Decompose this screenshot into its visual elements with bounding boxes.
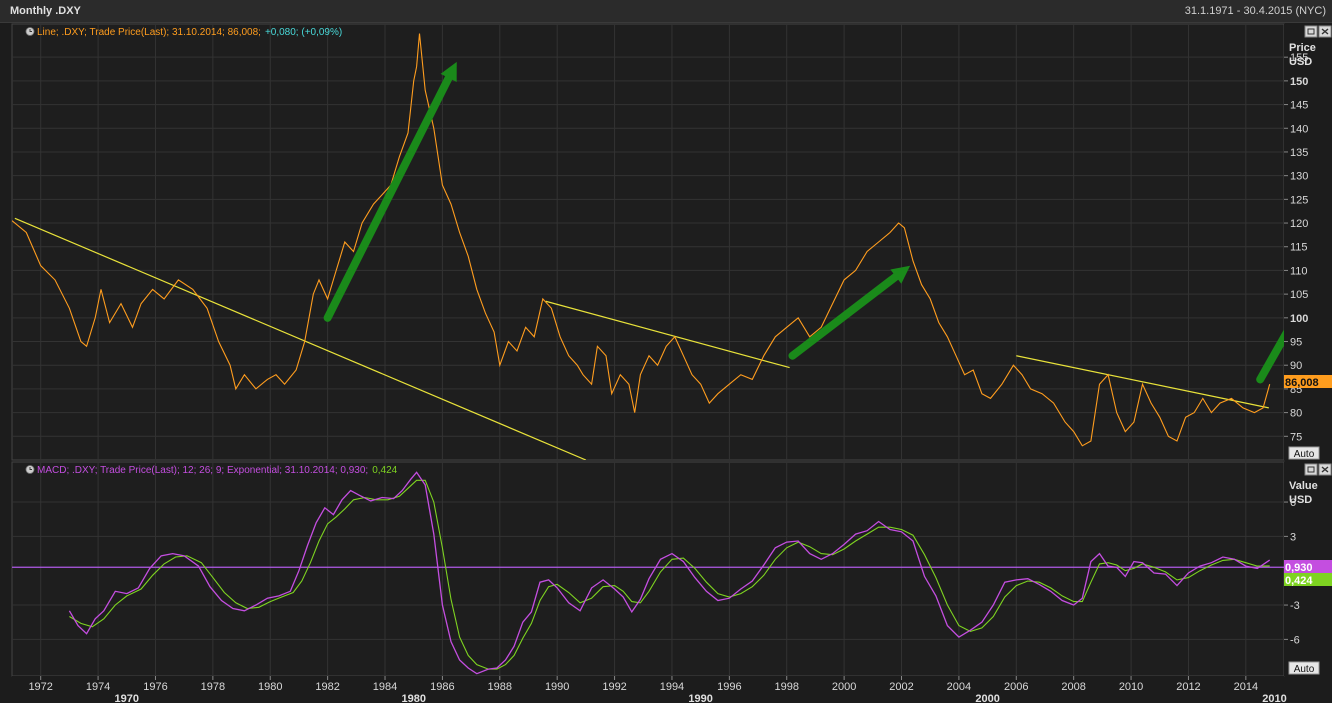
macd-axis-unit: USD bbox=[1289, 494, 1312, 506]
price-y-tick-label: 135 bbox=[1290, 147, 1308, 159]
macd-y-tick-label: -3 bbox=[1290, 600, 1300, 612]
macd-y-tick-label: 3 bbox=[1290, 531, 1296, 543]
date-range: 31.1.1971 - 30.4.2015 (NYC) bbox=[1184, 5, 1326, 17]
x-tick-label: 2002 bbox=[889, 681, 913, 693]
x-tick-label: 1990 bbox=[545, 681, 569, 693]
time-axis-panel[interactable] bbox=[12, 676, 1284, 703]
x-tick-label: 1984 bbox=[373, 681, 397, 693]
x-tick-label: 2000 bbox=[832, 681, 856, 693]
x-tick-label: 1988 bbox=[488, 681, 512, 693]
clock-hand-icon bbox=[29, 467, 32, 470]
trend-line bbox=[545, 300, 790, 369]
x-tick-label: 1972 bbox=[28, 681, 52, 693]
macd-legend-text: MACD; .DXY; Trade Price(Last); 12; 26; 9… bbox=[37, 465, 368, 476]
trend-line bbox=[14, 217, 587, 460]
macd-y-tick-label: 6 bbox=[1290, 497, 1296, 509]
close-icon bbox=[1321, 28, 1329, 35]
restore-icon bbox=[1307, 466, 1315, 473]
price-last-tag: 86,008 bbox=[1284, 375, 1332, 389]
trend-arrow bbox=[1256, 329, 1284, 384]
x-tick-label: 2010 bbox=[1119, 681, 1143, 693]
window-title: Monthly .DXY bbox=[10, 5, 81, 17]
x-group-label: 2000 bbox=[975, 693, 999, 703]
price-y-tick-label: 100 bbox=[1290, 313, 1308, 325]
x-tick-label: 1996 bbox=[717, 681, 741, 693]
price-y-tick-label: 125 bbox=[1290, 194, 1308, 206]
trend-line bbox=[1016, 355, 1269, 409]
macd-y-tick-label: -6 bbox=[1290, 634, 1300, 646]
x-group-label: 1980 bbox=[401, 693, 425, 703]
price-y-tick-label: 80 bbox=[1290, 408, 1302, 420]
price-y-tick-label: 145 bbox=[1290, 100, 1308, 112]
macd-series-line bbox=[68, 471, 1271, 675]
price-y-tick-label: 120 bbox=[1290, 218, 1308, 230]
x-group-label: 1990 bbox=[688, 693, 712, 703]
clock-hand-icon bbox=[29, 29, 32, 32]
price-y-tick-label: 140 bbox=[1290, 123, 1308, 135]
macd-panel[interactable] bbox=[11, 461, 1285, 677]
x-group-label: 1970 bbox=[115, 693, 139, 703]
price-y-tick-label: 75 bbox=[1290, 431, 1302, 443]
x-tick-label: 2012 bbox=[1176, 681, 1200, 693]
macd-axis-title: Value bbox=[1289, 480, 1318, 492]
price-legend-change: +0,080; (+0,09%) bbox=[265, 27, 342, 38]
window-titlebar: Monthly .DXY 31.1.1971 - 30.4.2015 (NYC) bbox=[0, 0, 1332, 23]
x-tick-label: 1976 bbox=[143, 681, 167, 693]
macd-auto-label: Auto bbox=[1294, 664, 1315, 675]
macd-auto-button[interactable]: Auto bbox=[1288, 661, 1320, 675]
signal-series-line bbox=[69, 479, 1270, 670]
x-tick-label: 2006 bbox=[1004, 681, 1028, 693]
price-axis-unit: USD bbox=[1289, 56, 1312, 68]
x-tick-label: 2008 bbox=[1061, 681, 1085, 693]
macd-restore-button[interactable] bbox=[1304, 463, 1318, 476]
trend-arrow bbox=[788, 265, 911, 360]
price-legend-text: Line; .DXY; Trade Price(Last); 31.10.201… bbox=[37, 27, 261, 38]
x-tick-label: 1992 bbox=[602, 681, 626, 693]
x-tick-label: 2014 bbox=[1234, 681, 1258, 693]
price-y-tick-label: 90 bbox=[1290, 360, 1302, 372]
price-restore-button[interactable] bbox=[1304, 25, 1318, 38]
trend-arrow bbox=[323, 61, 457, 322]
price-series-line bbox=[12, 33, 1271, 447]
x-group-label: 2010 bbox=[1262, 693, 1286, 703]
macd-value: 0,930 bbox=[1285, 562, 1313, 574]
x-tick-label: 2004 bbox=[947, 681, 971, 693]
price-y-tick-label: 95 bbox=[1290, 337, 1302, 349]
price-panel[interactable] bbox=[11, 23, 1285, 461]
x-tick-label: 1994 bbox=[660, 681, 684, 693]
macd-close-button[interactable] bbox=[1318, 463, 1332, 476]
macd-legend: MACD; .DXY; Trade Price(Last); 12; 26; 9… bbox=[25, 465, 398, 476]
signal-value: 0,424 bbox=[1285, 575, 1313, 587]
x-tick-label: 1998 bbox=[774, 681, 798, 693]
x-tick-label: 1974 bbox=[86, 681, 110, 693]
macd-value-tag: 0,930 bbox=[1284, 560, 1332, 574]
price-y-tick-label: 150 bbox=[1290, 76, 1308, 88]
restore-icon bbox=[1307, 28, 1315, 35]
svg-text:MACD; .DXY; Trade Price(Last);: MACD; .DXY; Trade Price(Last); 12; 26; 9… bbox=[37, 465, 398, 476]
signal-value-tag: 0,424 bbox=[1284, 573, 1332, 587]
price-axis-title: Price bbox=[1289, 42, 1316, 54]
price-legend: Line; .DXY; Trade Price(Last); 31.10.201… bbox=[25, 27, 342, 38]
price-y-tick-label: 105 bbox=[1290, 289, 1308, 301]
price-y-tick-label: 110 bbox=[1290, 265, 1308, 277]
x-tick-label: 1978 bbox=[201, 681, 225, 693]
x-tick-label: 1980 bbox=[258, 681, 282, 693]
close-icon bbox=[1321, 466, 1329, 473]
x-tick-label: 1982 bbox=[315, 681, 339, 693]
price-y-tick-label: 115 bbox=[1290, 242, 1308, 254]
x-tick-label: 1986 bbox=[430, 681, 454, 693]
price-auto-label: Auto bbox=[1294, 449, 1315, 460]
svg-text:Line; .DXY; Trade Price(Last);: Line; .DXY; Trade Price(Last); 31.10.201… bbox=[37, 27, 342, 38]
price-auto-button[interactable]: Auto bbox=[1288, 446, 1320, 460]
macd-legend-signal: 0,424 bbox=[372, 465, 397, 476]
price-y-tick-label: 130 bbox=[1290, 171, 1308, 183]
price-last-value: 86,008 bbox=[1285, 377, 1319, 389]
price-close-button[interactable] bbox=[1318, 25, 1332, 38]
price-y-tick-label: 155 bbox=[1290, 52, 1308, 64]
